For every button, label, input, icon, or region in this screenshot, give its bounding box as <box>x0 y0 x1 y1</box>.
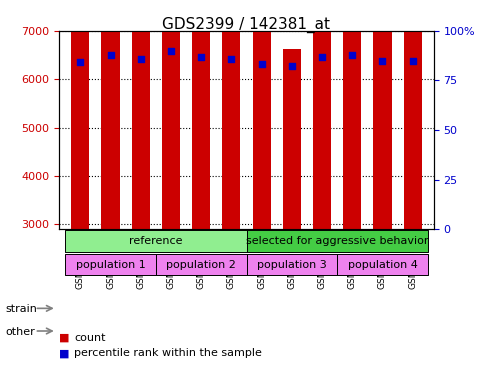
Text: ■: ■ <box>59 348 70 358</box>
Bar <box>222 0 241 229</box>
Point <box>349 51 356 58</box>
Text: population 1: population 1 <box>75 260 145 270</box>
Text: selected for aggressive behavior: selected for aggressive behavior <box>246 236 428 246</box>
Text: population 3: population 3 <box>257 260 327 270</box>
Bar <box>71 4 89 229</box>
Text: strain: strain <box>5 304 37 314</box>
Bar <box>283 49 301 229</box>
Point <box>318 53 326 60</box>
Point <box>76 60 84 66</box>
Bar <box>252 23 271 229</box>
Text: GDS2399 / 142381_at: GDS2399 / 142381_at <box>163 17 330 33</box>
Text: population 4: population 4 <box>348 260 418 270</box>
Point <box>106 51 114 58</box>
Text: count: count <box>74 333 106 343</box>
Text: other: other <box>5 327 35 337</box>
Text: ■: ■ <box>59 333 70 343</box>
Bar <box>343 0 361 229</box>
Point <box>197 53 205 60</box>
Bar <box>313 0 331 229</box>
Point <box>227 55 235 61</box>
Point <box>288 63 296 70</box>
Bar <box>162 0 180 229</box>
Bar <box>404 0 422 229</box>
Bar <box>102 0 120 229</box>
Point <box>137 55 144 61</box>
Point <box>379 58 387 64</box>
Text: percentile rank within the sample: percentile rank within the sample <box>74 348 262 358</box>
Bar <box>132 0 150 229</box>
Point <box>167 48 175 54</box>
Bar <box>192 0 210 229</box>
Bar <box>373 3 391 229</box>
Text: reference: reference <box>129 236 182 246</box>
Text: population 2: population 2 <box>166 260 236 270</box>
Point <box>258 61 266 68</box>
Point <box>409 58 417 64</box>
